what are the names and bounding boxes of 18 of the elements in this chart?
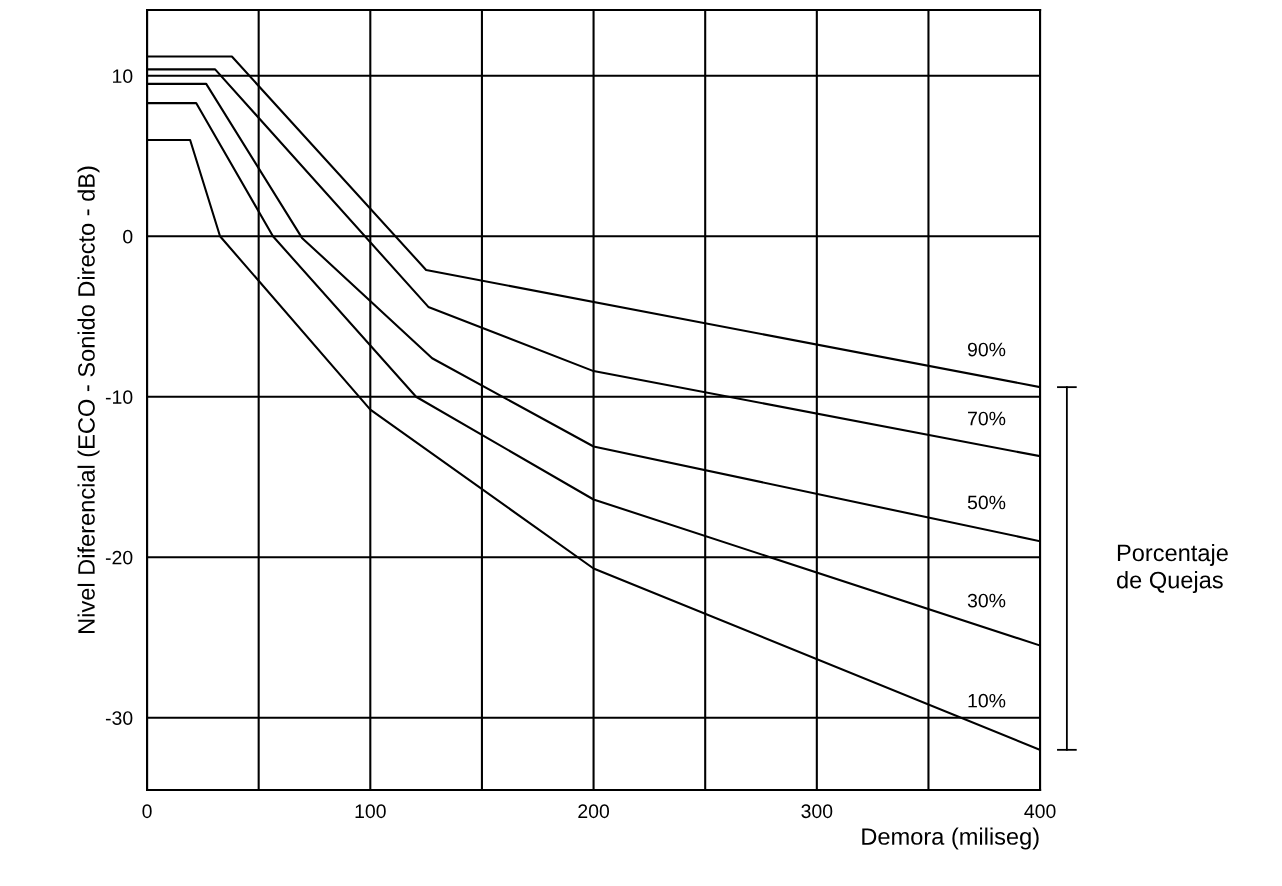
series-label: 90% [967,342,1006,357]
y-tick-label: 0 [123,229,133,244]
y-tick-label: -10 [105,390,133,405]
x-tick-label: 300 [801,804,833,819]
series-label: 30% [967,593,1006,608]
y-tick-label: 10 [113,69,133,84]
x-tick-label: 100 [355,804,386,819]
series-label: 10% [968,693,1006,708]
x-tick-label: 200 [578,804,610,819]
text: Porcentaje de Quejas [1116,543,1228,594]
x-axis-title: Demora (miliseg) [862,827,1039,850]
x-tick-label: 0 [142,804,152,819]
x-tick-label: 400 [1024,804,1056,819]
series-label: 50% [967,495,1006,510]
y-tick-label: -30 [105,711,133,725]
y-axis-title: Nivel Diferencial (ECO - Sonido Directo - dB) [77,166,100,633]
series-label: 70% [968,411,1006,426]
y-tick-label: -20 [105,550,133,565]
